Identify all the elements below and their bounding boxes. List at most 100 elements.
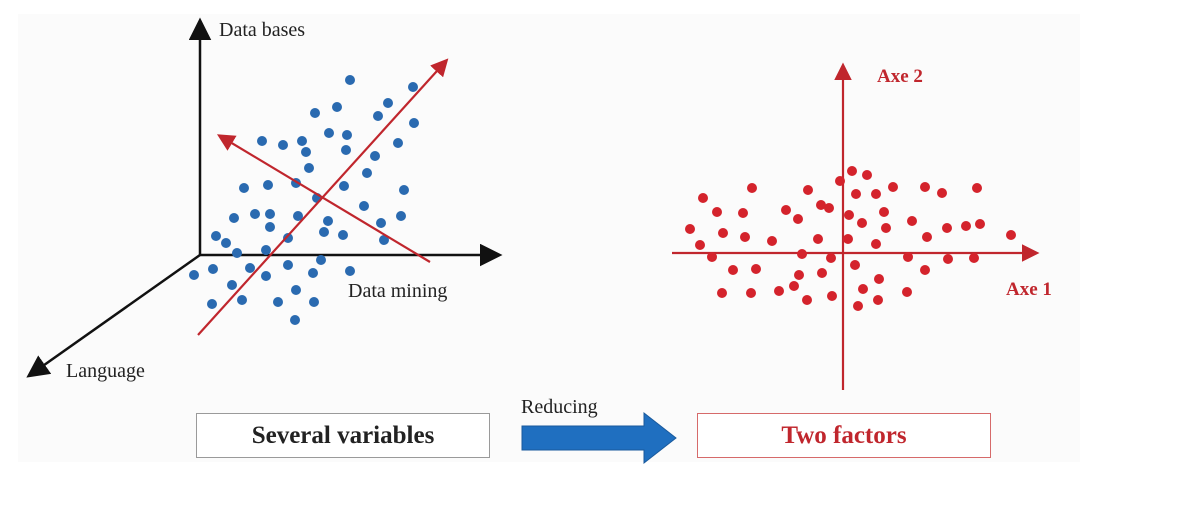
left-cloud-point bbox=[265, 222, 275, 232]
left-cloud-point bbox=[239, 183, 249, 193]
left-cloud-point bbox=[316, 255, 326, 265]
principal-directions bbox=[197, 58, 449, 336]
left-cloud-point bbox=[339, 181, 349, 191]
left-cloud-point bbox=[232, 248, 242, 258]
right-cloud-point bbox=[751, 264, 761, 274]
left-cloud-point bbox=[396, 211, 406, 221]
right-cloud-point bbox=[879, 207, 889, 217]
right-cloud-point bbox=[937, 188, 947, 198]
left-cloud-point bbox=[221, 238, 231, 248]
right-cloud-point bbox=[740, 232, 750, 242]
left-cloud-point bbox=[383, 98, 393, 108]
left-cloud-point bbox=[319, 227, 329, 237]
right-cloud-point bbox=[902, 287, 912, 297]
left-cloud-point bbox=[373, 111, 383, 121]
left-cloud-point bbox=[338, 230, 348, 240]
left-cloud-point bbox=[189, 270, 199, 280]
reducing-arrow-shape bbox=[521, 411, 677, 465]
figure-background bbox=[18, 14, 1080, 462]
right-cloud-point bbox=[797, 249, 807, 259]
left-cloud-point bbox=[229, 213, 239, 223]
right-cloud-point bbox=[888, 182, 898, 192]
left-cloud-point bbox=[273, 297, 283, 307]
left-cloud-point bbox=[261, 271, 271, 281]
right-cloud-point bbox=[827, 291, 837, 301]
right-cloud-point bbox=[803, 185, 813, 195]
left-point-cloud bbox=[189, 75, 419, 325]
right-cloud-point bbox=[824, 203, 834, 213]
right-cloud-point bbox=[873, 295, 883, 305]
right-cloud-point bbox=[747, 183, 757, 193]
right-cloud-point bbox=[813, 234, 823, 244]
right-cloud-point bbox=[881, 223, 891, 233]
right-cloud-point bbox=[728, 265, 738, 275]
left-cloud-point bbox=[297, 136, 307, 146]
left-cloud-point bbox=[399, 185, 409, 195]
right-cloud-point bbox=[903, 252, 913, 262]
right-cloud-point bbox=[922, 232, 932, 242]
right-cloud-point bbox=[718, 228, 728, 238]
right-cloud-point bbox=[1006, 230, 1016, 240]
axe-2-label: Axe 2 bbox=[877, 66, 923, 87]
left-cloud-point bbox=[345, 75, 355, 85]
left-cloud-point bbox=[301, 147, 311, 157]
data-mining-axis-label: Data mining bbox=[348, 280, 448, 302]
left-cloud-point bbox=[409, 118, 419, 128]
left-cloud-point bbox=[345, 266, 355, 276]
right-cloud-point bbox=[767, 236, 777, 246]
left-cloud-point bbox=[237, 295, 247, 305]
two-factors-box: Two factors bbox=[697, 413, 991, 458]
right-cloud-point bbox=[738, 208, 748, 218]
right-cloud-point bbox=[907, 216, 917, 226]
left-cloud-point bbox=[393, 138, 403, 148]
right-cloud-point bbox=[857, 218, 867, 228]
reducing-label: Reducing bbox=[521, 396, 598, 418]
right-cloud-point bbox=[774, 286, 784, 296]
right-cloud-point bbox=[871, 189, 881, 199]
left-cloud-point bbox=[342, 130, 352, 140]
right-cloud-point bbox=[717, 288, 727, 298]
left-cloud-point bbox=[304, 163, 314, 173]
left-cloud-point bbox=[308, 268, 318, 278]
data-bases-axis-label: Data bases bbox=[219, 19, 306, 41]
left-cloud-point bbox=[245, 263, 255, 273]
left-depth-axis bbox=[26, 253, 201, 378]
left-cloud-point bbox=[362, 168, 372, 178]
left-cloud-point bbox=[309, 297, 319, 307]
left-cloud-point bbox=[379, 235, 389, 245]
right-cloud-point bbox=[850, 260, 860, 270]
left-cloud-point bbox=[324, 128, 334, 138]
right-cloud-point bbox=[942, 223, 952, 233]
left-cloud-point bbox=[408, 82, 418, 92]
left-cloud-point bbox=[278, 140, 288, 150]
several-variables-box: Several variables bbox=[196, 413, 490, 458]
right-cloud-point bbox=[851, 189, 861, 199]
right-cloud-point bbox=[975, 219, 985, 229]
right-cloud-point bbox=[746, 288, 756, 298]
right-cloud-point bbox=[781, 205, 791, 215]
left-cloud-point bbox=[257, 136, 267, 146]
right-cloud-point bbox=[972, 183, 982, 193]
axe-1-label: Axe 1 bbox=[1006, 279, 1052, 300]
right-cloud-point bbox=[794, 270, 804, 280]
right-cloud-point bbox=[871, 239, 881, 249]
left-cloud-point bbox=[323, 216, 333, 226]
left-cloud-point bbox=[250, 209, 260, 219]
right-cloud-point bbox=[835, 176, 845, 186]
right-cloud-point bbox=[789, 281, 799, 291]
right-axes bbox=[672, 62, 1040, 390]
left-cloud-point bbox=[376, 218, 386, 228]
left-cloud-point bbox=[263, 180, 273, 190]
right-cloud-point bbox=[816, 200, 826, 210]
left-cloud-point bbox=[310, 108, 320, 118]
right-cloud-point bbox=[853, 301, 863, 311]
left-cloud-point bbox=[208, 264, 218, 274]
right-cloud-point bbox=[695, 240, 705, 250]
right-cloud-point bbox=[685, 224, 695, 234]
right-cloud-point bbox=[961, 221, 971, 231]
right-cloud-point bbox=[969, 253, 979, 263]
right-cloud-point bbox=[920, 182, 930, 192]
right-cloud-point bbox=[874, 274, 884, 284]
